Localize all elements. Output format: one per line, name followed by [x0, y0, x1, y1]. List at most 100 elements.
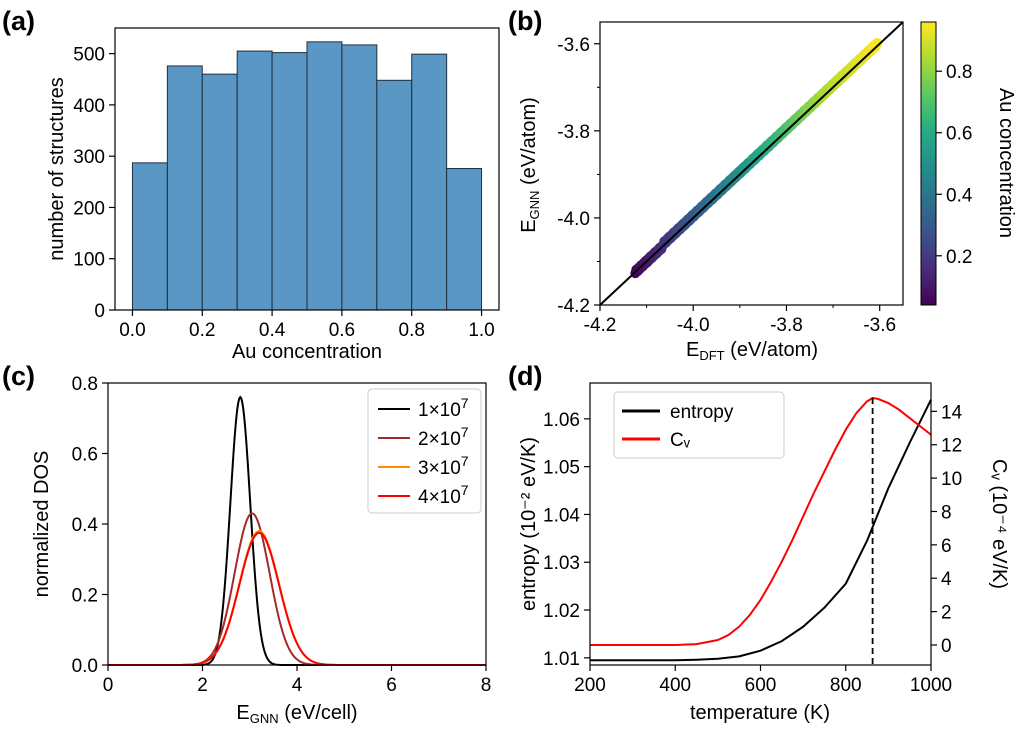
y-tick-label: 0.2	[72, 586, 98, 607]
x-tick-label: -4.0	[677, 315, 710, 336]
x-axis-label-d: temperature (K)	[690, 702, 830, 724]
parity-line	[599, 21, 904, 306]
legend-c-label-exp: 7	[461, 424, 469, 440]
legend-c-label-base: 4×10	[418, 487, 461, 508]
axes-frame-a	[114, 27, 500, 311]
y-left-tick-label: 1.04	[543, 505, 580, 526]
histogram-bar	[376, 79, 413, 311]
colorbar-tick-label: 0.2	[946, 247, 972, 268]
y-right-tick-label: 14	[941, 402, 963, 423]
x-tick-label: 6	[386, 675, 397, 696]
legend-c-label-base: 3×10	[418, 458, 461, 479]
colorbar-ticks: 0.2 0.4 0.6 0.8	[936, 62, 973, 268]
histogram-bar	[446, 167, 483, 311]
y-tick-label: -3.8	[557, 122, 590, 143]
y-right-tick-label: 4	[941, 569, 952, 590]
x-tick-label: -3.6	[863, 315, 896, 336]
x-tick-label: 1000	[910, 675, 952, 696]
colorbar-label: Au concentration	[995, 88, 1017, 238]
histogram-bar	[306, 41, 343, 311]
panel-label-c: (c)	[2, 361, 35, 391]
histogram-bar	[411, 53, 448, 311]
y-tick-label: 0.0	[72, 656, 98, 677]
x-tick-label: 200	[574, 675, 606, 696]
panel-label-a: (a)	[2, 6, 35, 36]
y-right-tick-label: 12	[941, 436, 962, 457]
x-tick-label: 8	[481, 675, 492, 696]
y-tick-label: 0	[94, 301, 105, 322]
y-right-tick-label: 10	[941, 469, 962, 490]
y-tick-label: 400	[73, 96, 105, 117]
y-left-tick-label: 1.02	[543, 601, 580, 622]
thermo-series-line	[590, 399, 932, 662]
histogram-bar	[271, 52, 308, 311]
y-label-b-rest: (eV/atom)	[518, 97, 540, 190]
y-left-tick-label: 1.01	[543, 649, 580, 670]
x-tick-label: 0.2	[189, 320, 215, 341]
colorbar-tick-label: 0.8	[946, 62, 972, 83]
legend-d-items: entropy Cᵥ	[622, 402, 734, 451]
x-tick-label: 1.0	[468, 320, 494, 341]
legend-c-label: 4×107	[418, 482, 469, 508]
axes-frame-b	[599, 21, 904, 306]
axis-ticks-b: -4.2 -4.0 -3.8 -3.6 -4.2 -4.0 -3.8 -3.6	[557, 35, 896, 336]
x-label-c-sub: GNN	[250, 711, 279, 726]
panel-b-parity-plot: (b) -4.2 -4.0 -3.8 -3.6-4.2-4.0-3.8-3.6 EDF…	[508, 6, 1017, 363]
scatter-points	[630, 37, 883, 279]
x-tick-label: 0	[103, 675, 114, 696]
legend-c-box	[367, 388, 482, 514]
legend-d: entropy Cᵥ	[613, 391, 785, 459]
y-tick-label: 0.8	[72, 374, 98, 395]
y-right-tick-label: 6	[941, 536, 952, 557]
y-tick-label: -4.2	[557, 296, 590, 317]
x-tick-label: 0.8	[399, 320, 425, 341]
y-tick-label: 0.4	[72, 515, 99, 536]
histogram-bars	[131, 41, 483, 311]
colorbar	[920, 21, 937, 306]
legend-c-label-exp: 7	[461, 453, 469, 469]
x-tick-label: -3.8	[770, 315, 803, 336]
y-axis-label-b: EGNN (eV/atom)	[518, 97, 542, 233]
y-tick-label: -3.6	[557, 35, 590, 56]
x-axis-label-a: Au concentration	[232, 341, 382, 363]
colorbar-tick-label: 0.4	[946, 185, 973, 206]
x-axis-label-c: EGNN (eV/cell)	[236, 702, 357, 726]
x-tick-label: 800	[830, 675, 862, 696]
y-tick-label: 200	[73, 198, 105, 219]
y-axis-label-a: number of structures	[46, 77, 68, 260]
histogram-bar	[166, 65, 203, 311]
legend-c-label-exp: 7	[461, 482, 469, 498]
x-tick-label: 400	[659, 675, 691, 696]
legend-d-label: Cᵥ	[670, 430, 691, 451]
x-tick-label: 4	[292, 675, 303, 696]
y-label-b-main: E	[518, 219, 540, 232]
x-label-c-rest: (eV/cell)	[279, 702, 358, 724]
axis-ticks-a: 0.0 0.2 0.4 0.6 0.8 1.0 0 100 200 300 400 500	[73, 45, 494, 341]
panel-a-histogram: (a) 0.0 0.2 0.4 0.6 0.8 1.0 0 100 200 300 400 500 A…	[2, 6, 500, 363]
legend-c-label-base: 2×10	[418, 429, 461, 450]
legend-c-label: 3×107	[418, 453, 469, 479]
x-tick-label: 0.4	[259, 320, 286, 341]
legend-c-label: 2×107	[418, 424, 469, 450]
legend-c-label: 1×107	[418, 395, 469, 421]
x-tick-label: 2	[197, 675, 208, 696]
legend-d-label: entropy	[670, 402, 734, 423]
x-label-b-rest: (eV/atom)	[725, 339, 818, 361]
histogram-bar	[341, 44, 378, 311]
x-tick-label: 0.6	[329, 320, 355, 341]
colorbar-tick-label: 0.6	[946, 124, 972, 145]
x-label-b-sub: DFT	[699, 348, 724, 363]
histogram-bar	[236, 50, 273, 311]
y-axis-label-d-right: Cᵥ (10⁻⁴ eV/K)	[988, 459, 1010, 589]
thermo-series-line	[590, 397, 932, 646]
y-right-tick-label: 2	[941, 603, 952, 624]
legend-c-label-exp: 7	[461, 395, 469, 411]
y-right-tick-label: 8	[941, 502, 952, 523]
x-axis-label-b: EDFT (eV/atom)	[686, 339, 818, 363]
y-left-tick-label: 1.06	[543, 410, 580, 431]
y-left-tick-label: 1.05	[543, 458, 580, 479]
legend-d-box	[613, 391, 785, 459]
y-axis-label-c: normalized DOS	[31, 451, 53, 598]
